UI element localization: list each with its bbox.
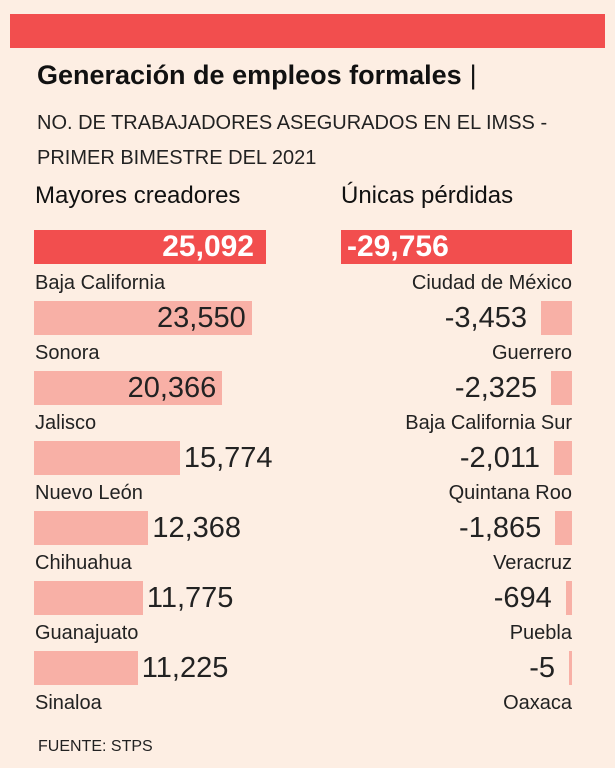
category-label: Guerrero — [491, 342, 572, 364]
category-label: Oaxaca — [503, 692, 572, 714]
value-left: 12,368 — [152, 512, 242, 544]
value-right-total: -29,756 — [347, 230, 449, 263]
bar-left — [34, 511, 149, 545]
value-right: -2,325 — [454, 372, 538, 404]
category-label: Puebla — [509, 622, 572, 644]
bar-right — [565, 581, 572, 615]
value-left: 11,775 — [146, 582, 234, 614]
bar-left — [34, 441, 180, 475]
top-accent-bar — [10, 14, 605, 48]
category-label: Guanajuato — [35, 622, 139, 644]
category-label: Nuevo León — [35, 482, 143, 504]
category-label: Baja California — [35, 272, 166, 294]
bar-right — [555, 511, 572, 545]
value-left-total: 25,092 — [162, 230, 254, 263]
value-left: 11,225 — [141, 652, 229, 684]
bar-left — [34, 651, 138, 685]
value-left: 15,774 — [183, 442, 273, 474]
value-left: 20,366 — [127, 372, 217, 404]
left-column-title: Mayores creadores — [35, 182, 241, 209]
bar-right — [569, 651, 572, 685]
category-label: Sonora — [35, 342, 100, 364]
chart-title: Generación de empleos formales | — [37, 60, 477, 91]
source-note: FUENTE: STPS — [38, 738, 153, 755]
value-right: -2,011 — [459, 442, 540, 474]
category-label: Jalisco — [35, 412, 97, 434]
title-text: Generación de empleos formales — [37, 60, 462, 90]
value-right: -694 — [493, 582, 552, 614]
bar-right-total — [341, 230, 572, 264]
bar-right — [553, 441, 572, 475]
bar-right — [551, 371, 572, 405]
value-right: -5 — [529, 652, 555, 684]
category-label: Quintana Roo — [448, 482, 572, 504]
bar-left — [34, 581, 143, 615]
bar-left-total — [34, 230, 266, 264]
value-left: 23,550 — [157, 302, 246, 334]
bar-left — [34, 371, 223, 405]
title-separator: | — [469, 60, 477, 90]
category-label: Baja California Sur — [405, 412, 572, 434]
value-right: -1,865 — [459, 512, 542, 544]
chart-subtitle: NO. DE TRABAJADORES ASEGURADOS EN EL IMS… — [37, 112, 548, 169]
value-right: -3,453 — [444, 302, 527, 334]
category-label: Ciudad de México — [411, 272, 572, 294]
bar-left — [34, 301, 252, 335]
category-label: Veracruz — [493, 552, 572, 574]
bar-right — [541, 301, 572, 335]
right-column-title: Únicas pérdidas — [341, 182, 514, 209]
category-label: Sinaloa — [35, 692, 102, 714]
category-label: Chihuahua — [35, 552, 132, 574]
